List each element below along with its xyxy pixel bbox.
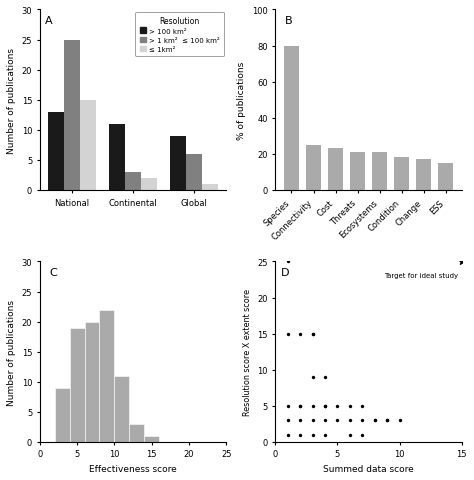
Point [309,330,317,338]
Point [396,417,403,424]
Text: B: B [285,16,292,26]
Point [358,417,366,424]
Bar [438,164,453,191]
Bar [170,136,186,191]
Point [321,417,329,424]
Legend: > 100 km², > 1 km²  ≤ 100 km², ≤ 1km²: > 100 km², > 1 km² ≤ 100 km², ≤ 1km² [136,12,224,57]
Point [284,417,292,424]
Point [321,373,329,381]
Point [321,431,329,439]
Text: A: A [46,16,53,26]
Point [296,402,304,410]
Text: D: D [281,267,290,277]
Bar [141,179,157,191]
Point [321,402,329,410]
Text: C: C [49,267,57,277]
Bar [394,158,409,191]
Bar [416,160,431,191]
Point [346,431,354,439]
Point [358,431,366,439]
Bar [84,322,100,442]
Point [284,258,292,266]
Point [383,417,391,424]
Text: Target for ideal study: Target for ideal study [384,273,458,279]
X-axis label: Summed data score: Summed data score [323,464,414,473]
Point [458,258,465,266]
Bar [48,112,64,191]
Bar [55,388,70,442]
Bar [350,153,365,191]
Point [296,417,304,424]
Point [371,417,379,424]
Bar [306,145,321,191]
Point [383,417,391,424]
Bar [109,124,125,191]
Point [371,417,379,424]
Bar [125,172,141,191]
Point [296,431,304,439]
Point [309,402,317,410]
Y-axis label: % of publications: % of publications [237,61,246,140]
Point [296,330,304,338]
Point [309,373,317,381]
Bar [284,47,299,191]
Bar [328,149,343,191]
Point [284,330,292,338]
Bar [129,424,144,442]
Bar [114,376,129,442]
Point [309,330,317,338]
Point [321,402,329,410]
Point [284,431,292,439]
X-axis label: Effectiveness score: Effectiveness score [89,464,177,473]
Bar [80,100,96,191]
Point [334,417,341,424]
Bar [186,155,202,191]
Point [346,402,354,410]
Y-axis label: Number of publications: Number of publications [7,299,16,405]
Bar [64,40,80,191]
Point [309,431,317,439]
Point [309,417,317,424]
Bar [202,184,218,191]
Point [284,402,292,410]
Y-axis label: Resolution score X extent score: Resolution score X extent score [243,288,252,415]
Point [296,402,304,410]
Bar [144,436,159,442]
Point [358,402,366,410]
Point [346,417,354,424]
Point [334,402,341,410]
Bar [70,328,84,442]
Y-axis label: Number of publications: Number of publications [7,48,16,153]
Bar [100,310,114,442]
Bar [372,153,387,191]
